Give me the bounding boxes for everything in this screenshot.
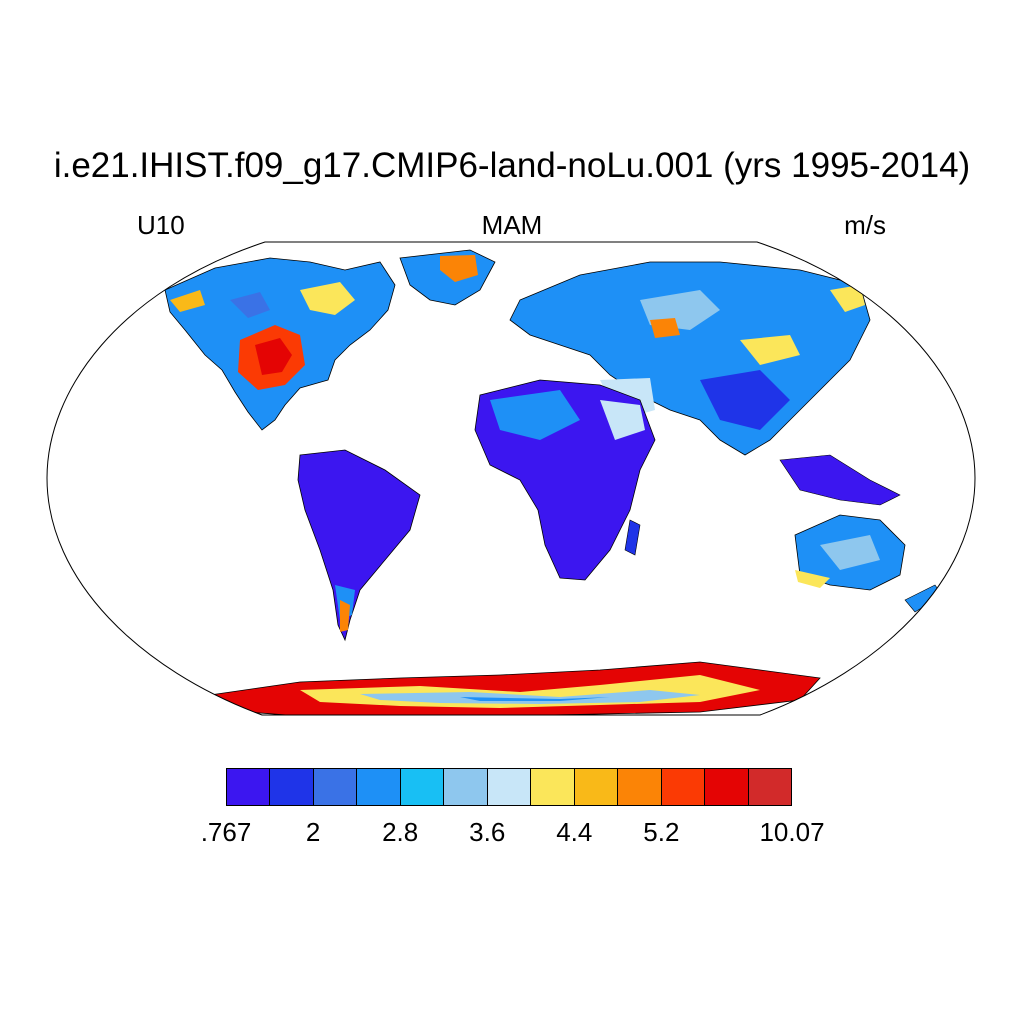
colorbar-box	[487, 769, 532, 805]
colorbar-box	[357, 769, 401, 805]
colorbar	[226, 768, 792, 806]
season-label: MAM	[481, 210, 543, 240]
colorbar-tick-label: 5.2	[643, 817, 680, 847]
colorbar-box	[270, 769, 314, 805]
colorbar-box	[705, 769, 749, 805]
colorbar-box	[618, 769, 662, 805]
colorbar-tick-label: 3.6	[469, 817, 506, 847]
colorbar-tick-label: 2.8	[382, 817, 419, 847]
colorbar-tick-label: 10.07	[759, 817, 825, 847]
colorbar-box	[313, 769, 358, 805]
colorbar-box	[531, 769, 575, 805]
colorbar-tick-label: 2	[305, 817, 321, 847]
maritime-asia-landmass	[779, 454, 901, 506]
colorbar-box	[227, 769, 271, 805]
colorbar-box	[574, 769, 619, 805]
map-outline	[46, 241, 976, 716]
units-label: m/s	[844, 210, 886, 240]
south-america-landmass	[297, 449, 421, 642]
colorbar-tick-label: 4.4	[556, 817, 593, 847]
variable-label: U10	[137, 210, 185, 240]
colorbar-box	[661, 769, 706, 805]
colorbar-box	[748, 769, 792, 805]
colorbar-box	[444, 769, 488, 805]
colorbar-tick-label: .767	[200, 817, 252, 847]
map-title: i.e21.IHIST.f09_g17.CMIP6-land-noLu.001 …	[53, 146, 971, 185]
colorbar-box	[400, 769, 445, 805]
